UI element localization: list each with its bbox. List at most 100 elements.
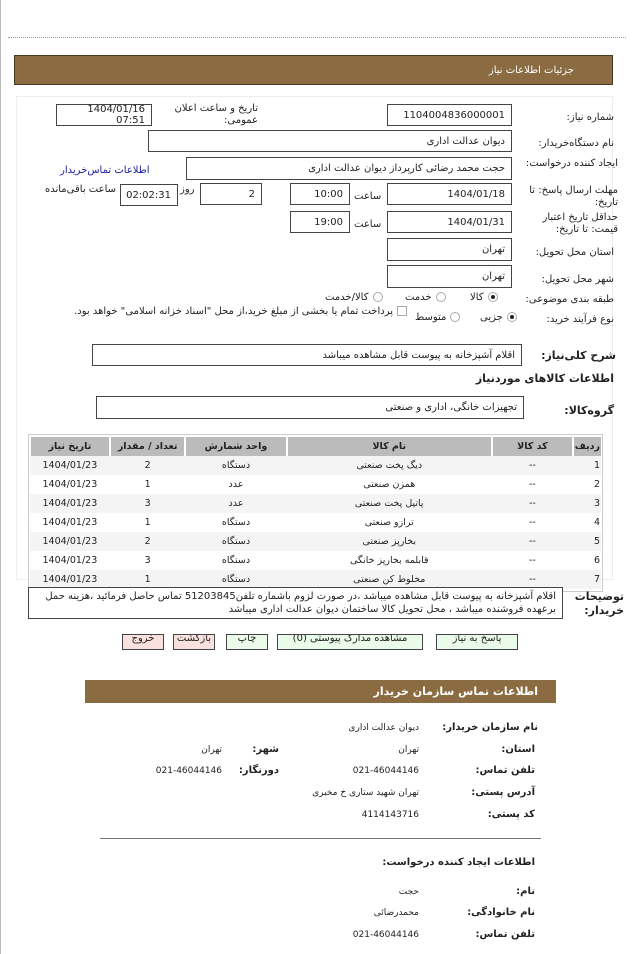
table-cell: 1 (572, 456, 601, 475)
table-cell: 1404/01/23 (30, 475, 110, 494)
treasury-checkbox[interactable]: پرداخت تمام یا بخشی از مبلغ خرید،از محل … (22, 306, 407, 318)
notes-label: توضیحات خریدار: (574, 590, 624, 617)
remaining-label: ساعت باقی‌مانده (44, 184, 116, 195)
phone-value: 021-46044146 (352, 766, 419, 776)
table-cell: -- (492, 532, 573, 551)
reply-button[interactable]: پاسخ به نیاز (436, 634, 518, 650)
left-border (0, 0, 1, 954)
province-label: استان: (501, 744, 535, 755)
table-cell: 5 (572, 532, 601, 551)
category-option-both[interactable]: کالا/خدمت (325, 292, 383, 303)
table-cell: عدد (185, 494, 287, 513)
name-value: حجت (398, 887, 419, 897)
process-option-medium[interactable]: متوسط (415, 312, 461, 323)
deadline-time-field: 10:00 (290, 183, 350, 205)
table-cell: -- (492, 570, 573, 589)
group-field: تجهیزات خانگی، اداری و صنعتی (96, 396, 524, 419)
table-cell: دستگاه (185, 570, 287, 589)
table-cell: دستگاه (185, 551, 287, 570)
summary-field: اقلام آشپزخانه به پیوست قابل مشاهده میبا… (92, 344, 522, 366)
org-value: دیوان عدالت اداری (348, 723, 419, 733)
table-cell: بخارپز صنعتی (286, 532, 492, 551)
table-cell: 3 (572, 494, 601, 513)
column-header: کد کالا (491, 437, 573, 456)
table-cell: 1404/01/23 (30, 456, 110, 475)
table-cell: مخلوط کن صنعتی (286, 570, 492, 589)
exit-button[interactable]: خروج (122, 634, 164, 650)
contact-title-bar: اطلاعات تماس سازمان خریدار (85, 680, 556, 703)
table-body: 1 -- دیگ پخت صنعتی دستگاه 2 1404/01/23 2 -- همزن… (30, 456, 601, 589)
table-cell: 2 (109, 532, 186, 551)
category-option-goods[interactable]: کالا (470, 292, 498, 303)
divider (8, 37, 626, 38)
postal-value: 4114143716 (361, 810, 419, 820)
validity-date-field: 1404/01/31 (387, 211, 512, 233)
goods-table: ردیف کد کالا نام کالا واحد شمارش تعداد / مقد… (29, 437, 601, 589)
table-cell: ترازو صنعتی (286, 513, 492, 532)
days-field: 2 (200, 183, 262, 205)
table-cell: 1404/01/23 (30, 513, 110, 532)
org-label: نام سازمان خریدار: (442, 722, 538, 733)
table-cell: 7 (572, 570, 601, 589)
goods-heading: اطلاعات کالاهای موردنیاز (475, 372, 614, 385)
table-cell: -- (492, 513, 573, 532)
process-option-minor[interactable]: جزیی (480, 312, 517, 323)
fax-label: دورنگار: (238, 765, 279, 776)
table-cell: دیگ پخت صنعتی (286, 456, 492, 475)
table-row: 1 -- دیگ پخت صنعتی دستگاه 2 1404/01/23 (30, 456, 601, 475)
announce-field: 1404/01/16 07:51 (56, 104, 152, 126)
buyer-contact-link[interactable]: اطلاعات تماس‌خریدار (60, 165, 150, 176)
summary-label: شرح کلی‌نیاز: (541, 349, 616, 362)
table-cell: 1 (109, 570, 186, 589)
validity-label: حداقل تاریخ اعتبار قیمت: تا تاریخ: (542, 212, 618, 235)
checkbox-icon[interactable] (397, 306, 407, 316)
contact-divider (100, 838, 541, 839)
contact-title: اطلاعات تماس سازمان خریدار (373, 685, 538, 698)
table-cell: 2 (109, 456, 186, 475)
column-header: ردیف (571, 437, 601, 456)
radio-icon[interactable] (435, 292, 446, 302)
table-row: 3 -- پاتیل پخت صنعتی عدد 3 1404/01/23 (30, 494, 601, 513)
column-header: واحد شمارش (184, 437, 287, 456)
family-value: محمدرضائی (373, 908, 419, 918)
table-cell: 3 (109, 494, 186, 513)
column-header: تاریخ نیاز (29, 437, 110, 456)
remaining-time-field: 02:02:31 (120, 184, 178, 206)
page-title: جزئیات اطلاعات نیاز (488, 64, 574, 76)
table-row: 7 -- مخلوط کن صنعتی دستگاه 1 1404/01/23 (30, 570, 601, 589)
attachments-button[interactable]: مشاهده مدارک پیوستی (0) (277, 634, 423, 650)
radio-icon[interactable] (487, 292, 498, 302)
process-label: نوع فرآیند خرید: (546, 314, 615, 325)
table-cell: 1 (109, 513, 186, 532)
days-label: روز (180, 184, 195, 195)
table-cell: 3 (109, 551, 186, 570)
creator-field: حجت محمد رضائی کارپرداز دیوان عدالت ادار… (186, 157, 512, 180)
table-cell: دستگاه (185, 513, 287, 532)
family-label: نام خانوادگی: (467, 907, 535, 918)
table-cell: -- (492, 494, 573, 513)
table-cell: 6 (572, 551, 601, 570)
phone-label: تلفن تماس: (475, 765, 535, 776)
province-label: استان محل تحویل: (535, 247, 614, 258)
table-cell: -- (492, 551, 573, 570)
province-field: تهران (387, 238, 512, 261)
address-label: آدرس پستی: (471, 787, 535, 798)
print-button[interactable]: چاپ (226, 634, 268, 650)
group-label: گروه‌کالا: (564, 404, 614, 417)
name-label: نام: (516, 886, 535, 897)
goods-table-wrap: ردیف کد کالا نام کالا واحد شمارش تعداد / مقد… (28, 434, 603, 592)
table-header-row: ردیف کد کالا نام کالا واحد شمارش تعداد / مقد… (29, 437, 601, 456)
validity-time-label: ساعت (354, 219, 382, 230)
buyer-label: نام دستگاه‌خریدار: (538, 138, 614, 149)
need-number-label: شماره نیاز: (566, 112, 615, 123)
radio-icon[interactable] (506, 312, 517, 322)
need-number-field: 1104004836000001 (387, 104, 512, 126)
table-cell: عدد (185, 475, 287, 494)
radio-icon[interactable] (372, 292, 383, 302)
category-option-service[interactable]: خدمت (405, 292, 446, 303)
back-button[interactable]: بازگشت (173, 634, 215, 650)
table-cell: قابلمه بخارپز خانگی (286, 551, 492, 570)
creator-label: ایجاد کننده درخواست: (525, 158, 618, 169)
radio-icon[interactable] (450, 312, 461, 322)
table-cell: -- (492, 456, 573, 475)
